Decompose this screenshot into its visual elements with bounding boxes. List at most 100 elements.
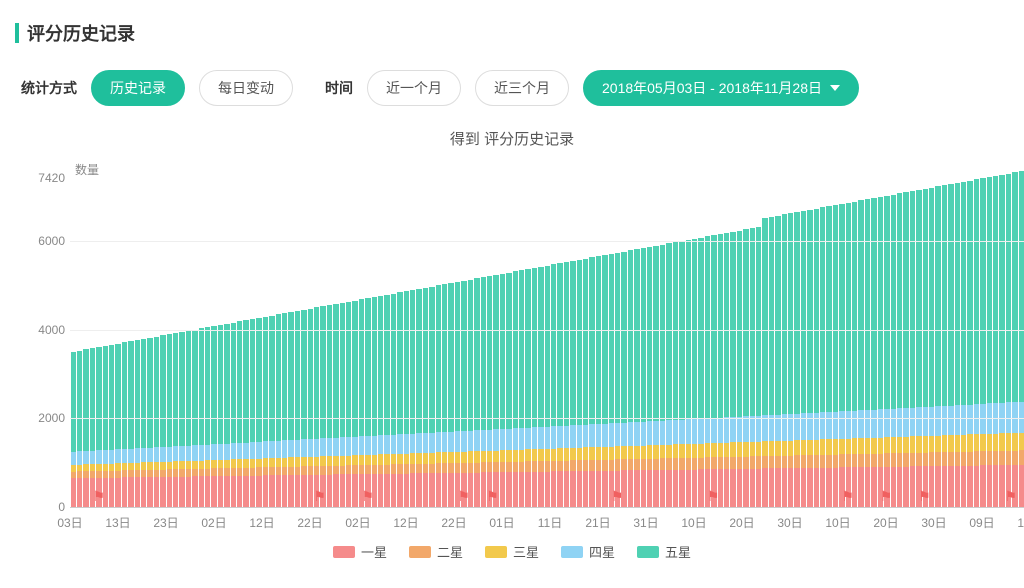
bar-segment-s4: [602, 424, 607, 447]
tab-history[interactable]: 历史记录: [91, 70, 185, 106]
legend-item-s4[interactable]: 四星: [561, 542, 615, 561]
bar-segment-s2: [974, 451, 979, 465]
ytick-label: 6000: [25, 234, 65, 248]
bar-segment-s5: [666, 243, 671, 420]
bar: [308, 309, 313, 507]
bar-segment-s4: [513, 428, 518, 450]
bar-segment-s5: [519, 270, 524, 428]
bar-segment-s5: [961, 182, 966, 405]
bar-segment-s1: [538, 472, 543, 507]
bar-segment-s1: [679, 470, 684, 507]
bar-segment-s3: [423, 453, 428, 464]
bar-segment-s5: [384, 295, 389, 435]
xtick-label: 09日: [969, 514, 994, 531]
bar-segment-s2: [513, 462, 518, 472]
bar: [609, 254, 614, 507]
bar-segment-s2: [448, 463, 453, 473]
bar: [564, 262, 569, 507]
bar-segment-s5: [929, 188, 934, 407]
bar-segment-s3: [416, 453, 421, 464]
bar-segment-s2: [628, 459, 633, 470]
bar: [865, 199, 870, 507]
bar-segment-s3: [179, 461, 184, 469]
bar-segment-s4: [109, 450, 114, 464]
bar-segment-s2: [288, 467, 293, 475]
bar-segment-s4: [154, 447, 159, 462]
bar-segment-s2: [186, 469, 191, 477]
bar-segment-s4: [288, 440, 293, 457]
bar-segment-s5: [506, 273, 511, 429]
date-range-picker[interactable]: 2018年05月03日 - 2018年11月28日: [583, 70, 859, 106]
bar-segment-s4: [461, 431, 466, 452]
bar-segment-s5: [90, 348, 95, 450]
bar-segment-s5: [231, 323, 236, 444]
bar-segment-s1: [423, 473, 428, 507]
bar-segment-s5: [884, 196, 889, 409]
bar-segment-s3: [474, 451, 479, 462]
bar-segment-s5: [160, 335, 165, 446]
bar: [839, 204, 844, 507]
bar-segment-s1: [429, 473, 434, 507]
bar-segment-s4: [884, 409, 889, 437]
bar-segment-s4: [538, 427, 543, 449]
bar-segment-s1: [910, 466, 915, 507]
bar-segment-s1: [295, 475, 300, 507]
bar-segment-s3: [538, 449, 543, 461]
bar-segment-s2: [352, 465, 357, 474]
bar-segment-s4: [525, 428, 530, 450]
chart-bars: [70, 178, 1024, 507]
bar-segment-s2: [987, 451, 992, 465]
bar-segment-s4: [115, 449, 120, 463]
ytick-label: 0: [25, 500, 65, 514]
bar-segment-s2: [77, 471, 82, 478]
tab-daily-change[interactable]: 每日变动: [199, 70, 293, 106]
bar-segment-s1: [384, 474, 389, 507]
bar-segment-s4: [83, 451, 88, 465]
bar-segment-s5: [545, 266, 550, 427]
bar-segment-s5: [359, 299, 364, 436]
bar-segment-s2: [826, 455, 831, 468]
bar-segment-s5: [103, 346, 108, 450]
bar-segment-s2: [942, 452, 947, 466]
bar-segment-s5: [839, 204, 844, 411]
bar: [487, 276, 492, 507]
bar-segment-s5: [750, 228, 755, 416]
legend-item-s1[interactable]: 一星: [333, 542, 387, 561]
bar: [224, 324, 229, 507]
bar-segment-s1: [865, 467, 870, 507]
bar-segment-s1: [135, 477, 140, 507]
bar-segment-s3: [436, 452, 441, 463]
bar: [769, 217, 774, 507]
range-3-month[interactable]: 近三个月: [475, 70, 569, 106]
bar-segment-s4: [365, 436, 370, 455]
legend-item-s5[interactable]: 五星: [637, 542, 691, 561]
bar-segment-s5: [71, 352, 76, 452]
bar-segment-s2: [833, 455, 838, 468]
bar-segment-s3: [884, 437, 889, 453]
bar-segment-s1: [666, 470, 671, 507]
bar-segment-s2: [179, 469, 184, 477]
bar-segment-s1: [378, 474, 383, 507]
bar-segment-s2: [128, 470, 133, 477]
xtick-label: 10日: [825, 514, 850, 531]
legend-item-s2[interactable]: 二星: [409, 542, 463, 561]
bar-segment-s1: [570, 471, 575, 507]
bar: [999, 175, 1004, 507]
bar-segment-s3: [807, 440, 812, 455]
range-1-month[interactable]: 近一个月: [367, 70, 461, 106]
legend-item-s3[interactable]: 三星: [485, 542, 539, 561]
bar-segment-s4: [878, 409, 883, 437]
bar-segment-s3: [128, 463, 133, 470]
bar-segment-s2: [545, 461, 550, 472]
bar-segment-s1: [282, 475, 287, 507]
flag-icon: ⚑: [486, 488, 499, 505]
legend-label: 五星: [665, 542, 691, 561]
bar-segment-s2: [756, 456, 761, 468]
bar-segment-s1: [109, 478, 114, 507]
bar-segment-s4: [846, 411, 851, 439]
bar-segment-s2: [903, 453, 908, 467]
bar-segment-s2: [852, 454, 857, 467]
bar-segment-s5: [256, 318, 261, 442]
bar-segment-s1: [205, 476, 210, 507]
bar-segment-s2: [384, 465, 389, 474]
